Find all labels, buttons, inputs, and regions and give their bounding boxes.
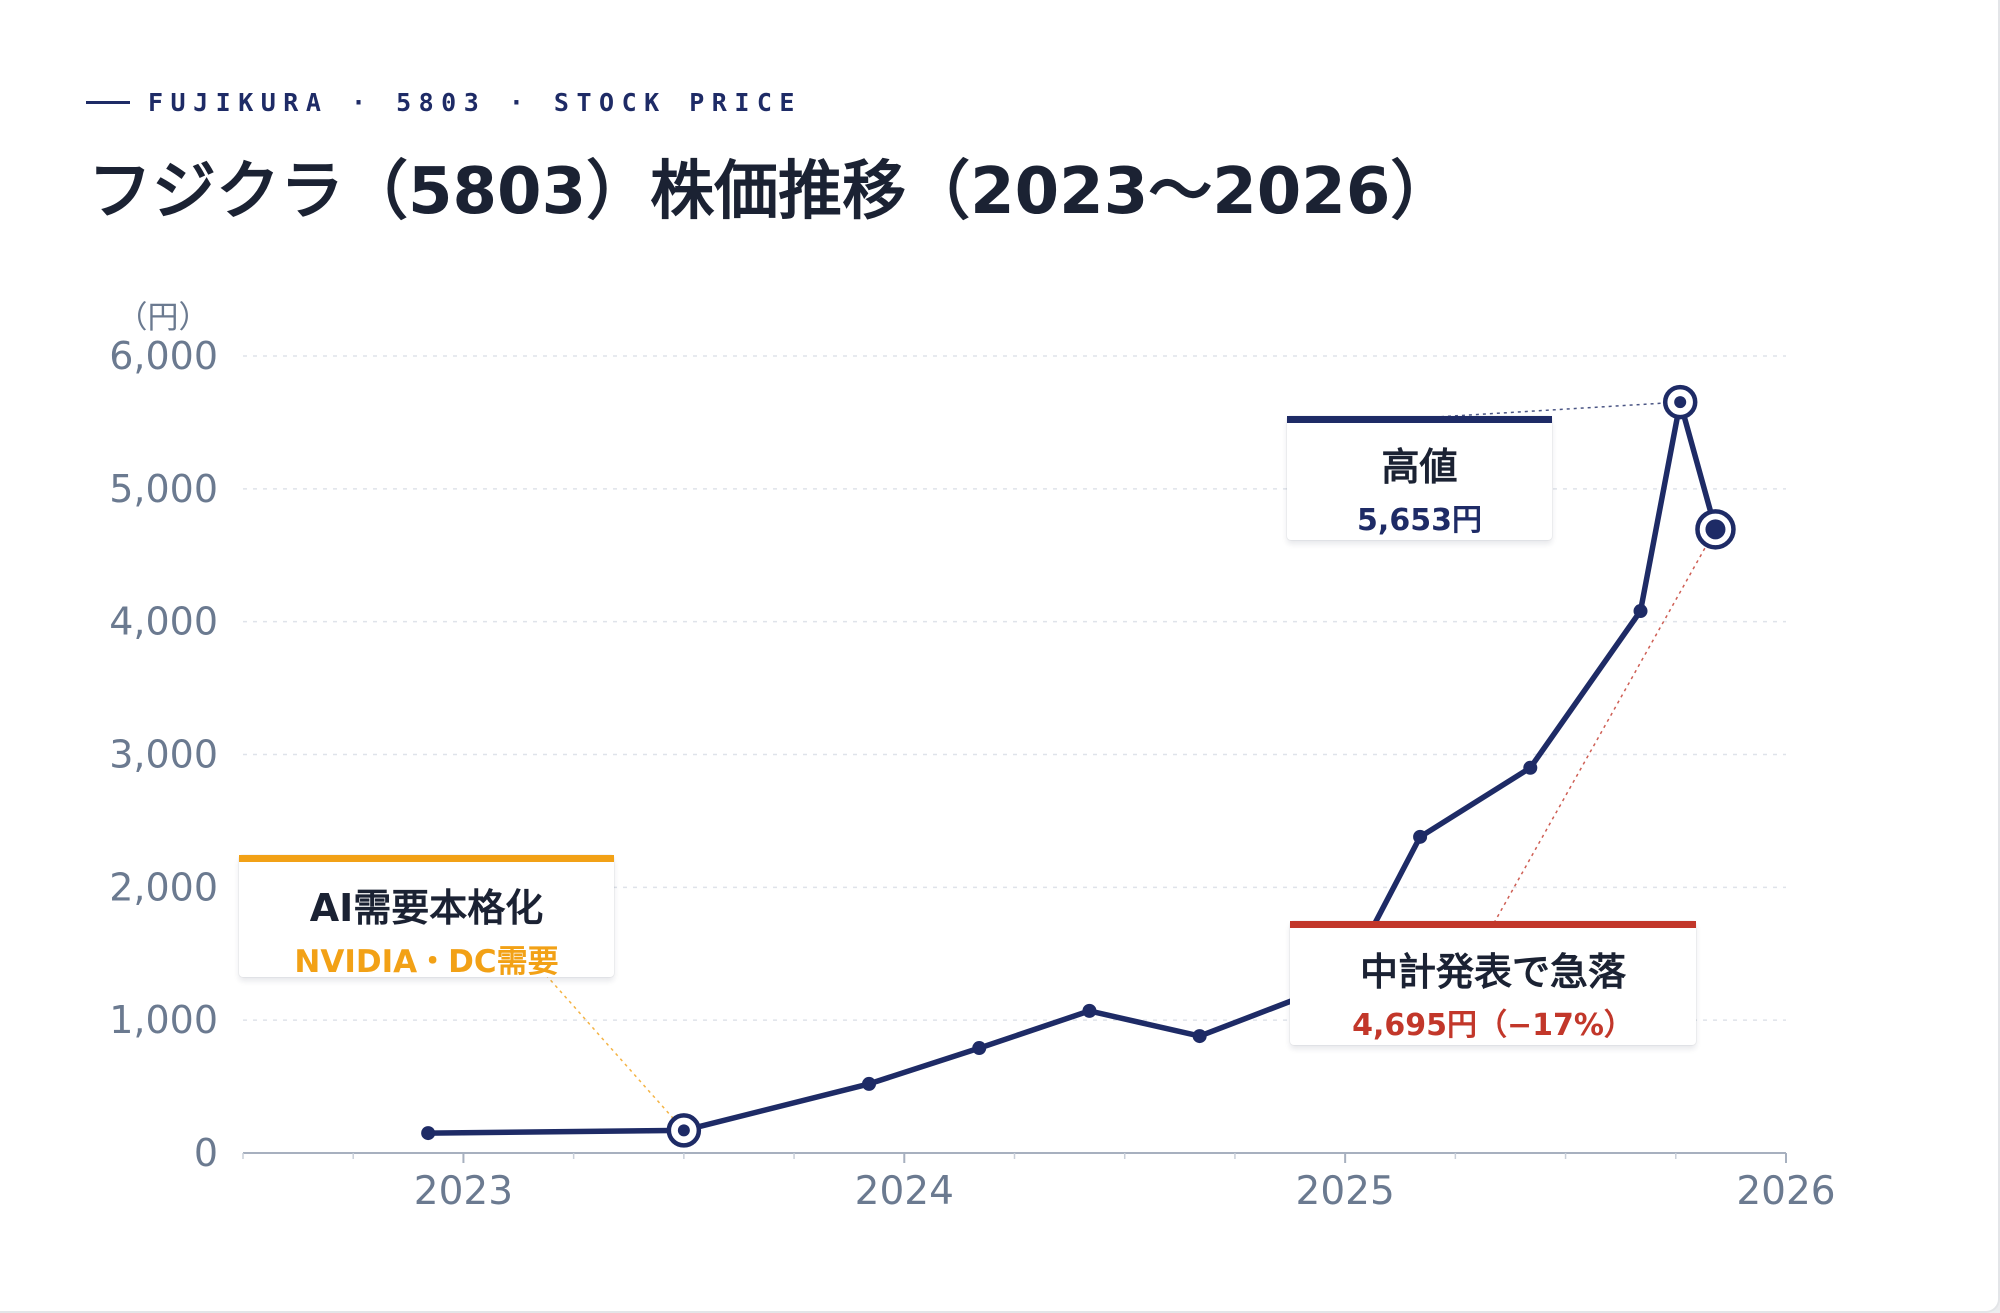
data-point bbox=[1633, 604, 1648, 619]
axes: 0 1,000 2,000 3,000 4,000 5,000 6,000（円） 2023 20… bbox=[109, 300, 1835, 1214]
annotation-title: AI需要本格化 bbox=[309, 886, 544, 930]
x-tick-label: 2025 bbox=[1296, 1169, 1395, 1214]
marker-layer bbox=[421, 384, 1736, 1148]
annotation-title: 中計発表で急落 bbox=[1359, 950, 1626, 994]
annotation-subtitle: 4,695円（−17%） bbox=[1352, 1008, 1634, 1043]
data-point-core bbox=[1705, 519, 1726, 540]
data-point bbox=[1523, 760, 1538, 775]
y-tick-label: 3,000 bbox=[109, 733, 218, 777]
chart-title: フジクラ（5803）株価推移（2023〜2026） bbox=[88, 155, 1455, 229]
annotation-drop: 中計発表で急落 4,695円（−17%） bbox=[1290, 921, 1696, 1045]
y-tick-label: 1,000 bbox=[109, 998, 218, 1042]
y-tick-label: 6,000 bbox=[109, 334, 218, 378]
data-point bbox=[1082, 1003, 1097, 1018]
x-tick-label: 2024 bbox=[855, 1169, 954, 1214]
leader-line-high bbox=[1419, 401, 1681, 419]
data-point-core bbox=[677, 1124, 690, 1137]
annotation-leaders bbox=[545, 401, 1717, 1131]
y-axis-unit: （円） bbox=[117, 300, 210, 336]
eyebrow-text: FUJIKURA · 5803 · STOCK PRICE bbox=[148, 88, 802, 117]
annotation-accent-bar bbox=[1287, 416, 1552, 423]
data-point bbox=[862, 1076, 877, 1091]
y-tick-label: 4,000 bbox=[109, 600, 218, 644]
x-tick-label: 2026 bbox=[1736, 1169, 1835, 1214]
data-point bbox=[1192, 1029, 1207, 1044]
data-point bbox=[972, 1041, 987, 1056]
eyebrow: FUJIKURA · 5803 · STOCK PRICE bbox=[86, 88, 802, 117]
leader-line-drop bbox=[1493, 528, 1717, 924]
data-point bbox=[421, 1126, 436, 1141]
y-tick-label: 0 bbox=[194, 1131, 218, 1175]
data-point bbox=[1413, 829, 1428, 844]
annotation-subtitle: 5,653円 bbox=[1357, 503, 1482, 538]
series-line bbox=[425, 399, 1719, 1136]
leader-line-ai bbox=[545, 974, 685, 1131]
annotation-ai-demand: AI需要本格化 NVIDIA・DC需要 bbox=[239, 855, 614, 980]
annotation-accent-bar bbox=[239, 855, 614, 862]
data-point-core bbox=[1674, 396, 1687, 409]
annotation-high: 高値 5,653円 bbox=[1287, 416, 1552, 540]
y-tick-label: 2,000 bbox=[109, 865, 218, 909]
annotation-subtitle: NVIDIA・DC需要 bbox=[294, 944, 559, 980]
grid-lines bbox=[243, 355, 1786, 1021]
annotation-accent-bar bbox=[1290, 921, 1696, 928]
annotation-title: 高値 bbox=[1381, 445, 1458, 489]
eyebrow-rule bbox=[86, 101, 130, 104]
y-tick-label: 5,000 bbox=[109, 467, 218, 511]
x-tick-label: 2023 bbox=[414, 1169, 513, 1214]
series-layer bbox=[425, 399, 1719, 1136]
